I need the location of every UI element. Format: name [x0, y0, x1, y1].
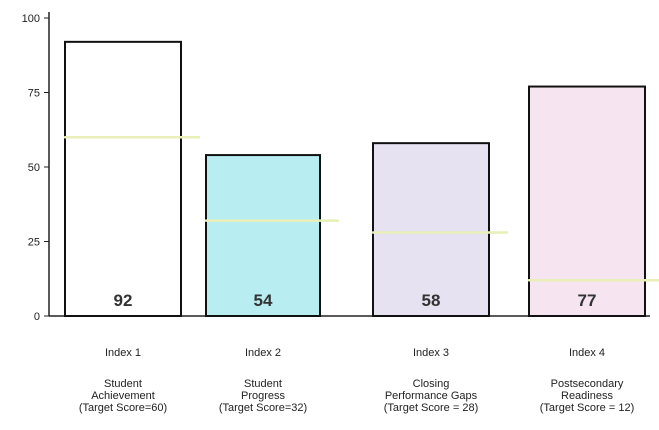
y-tick-label: 0 [34, 311, 40, 323]
category-name-line: Closing [412, 378, 450, 390]
category-name-line: Student [104, 378, 142, 390]
category-index-label: Index 4 [568, 347, 606, 359]
category-name-line: Student [244, 378, 282, 390]
bar [205, 154, 321, 317]
target-score-label: (Target Score = 12) [539, 402, 635, 414]
bar [528, 85, 646, 318]
category-index-label: Index 1 [104, 347, 142, 359]
category-name-line: Progress [240, 390, 286, 402]
category-name-line: Performance Gaps [384, 390, 478, 402]
category-name-line: Achievement [91, 390, 155, 402]
data-label: 54 [254, 291, 273, 310]
data-label: 77 [578, 291, 597, 310]
target-score-label: (Target Score=32) [218, 402, 308, 414]
y-tick-label: 100 [22, 13, 40, 25]
target-score-label: (Target Score = 28) [383, 402, 479, 414]
bar [64, 40, 182, 318]
category-name-line: Postsecondary [550, 378, 624, 390]
category-index-label: Index 3 [412, 347, 450, 359]
category-name-label: Student Achievement (Target Score=60) [53, 378, 193, 414]
data-label: 92 [114, 291, 133, 310]
y-tick-label: 50 [28, 162, 40, 174]
target-score-label: (Target Score=60) [78, 402, 168, 414]
data-label: 58 [422, 291, 441, 310]
category-index-label: Index 2 [244, 347, 282, 359]
category-name-label: Student Progress (Target Score=32) [193, 378, 333, 414]
category-name-line: Readiness [561, 390, 613, 402]
y-tick-label: 75 [28, 88, 40, 100]
bar [372, 142, 490, 317]
category-name-label: Closing Performance Gaps (Target Score = 2… [361, 378, 501, 414]
category-name-label: Postsecondary Readiness (Target Score = 12… [517, 378, 657, 414]
y-tick-label: 25 [28, 237, 40, 249]
